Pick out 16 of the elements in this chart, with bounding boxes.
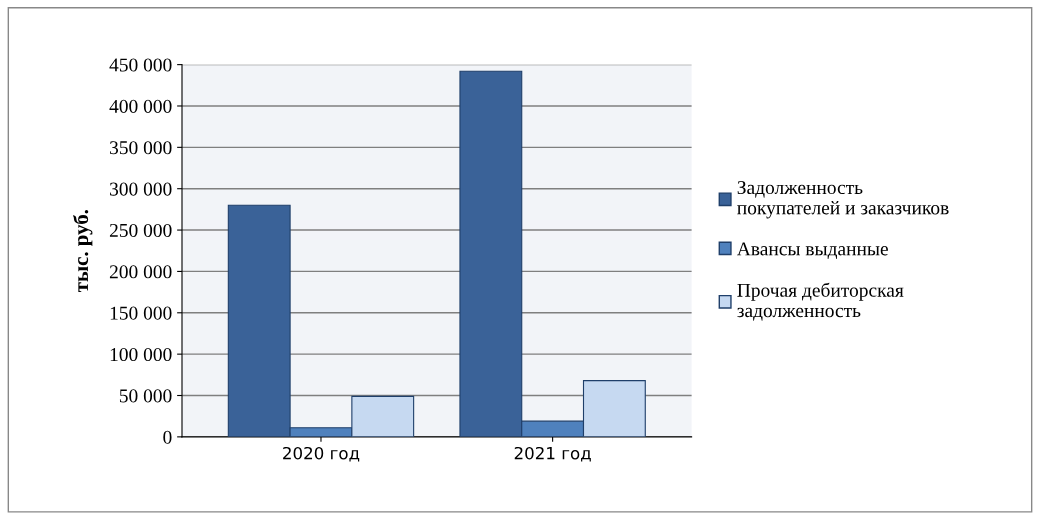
- y-axis-title: тыс. руб.: [73, 210, 93, 293]
- y-tick-label: 200 000: [109, 265, 172, 279]
- y-tick-label: 100 000: [110, 347, 172, 362]
- legend-label: Прочая дебиторская задолженность: [737, 282, 904, 321]
- y-tick-label: 0: [163, 430, 172, 444]
- y-tick-label: 350 000: [110, 141, 172, 155]
- legend-label: Задолженность покупателей и заказчиков: [737, 181, 949, 219]
- x-tick-label: 2020 год: [283, 446, 360, 462]
- y-tick-label: 450 000: [109, 58, 172, 72]
- legend-label: Авансы выданные: [736, 242, 888, 259]
- y-tick-label: 250 000: [109, 223, 172, 237]
- y-tick-label: 400 000: [109, 99, 172, 113]
- y-tick-label: 50 000: [119, 389, 172, 403]
- y-tick-label: 150 000: [110, 306, 172, 320]
- y-tick-label: 300 000: [110, 182, 172, 196]
- x-tick-label: 2021 год: [514, 446, 591, 462]
